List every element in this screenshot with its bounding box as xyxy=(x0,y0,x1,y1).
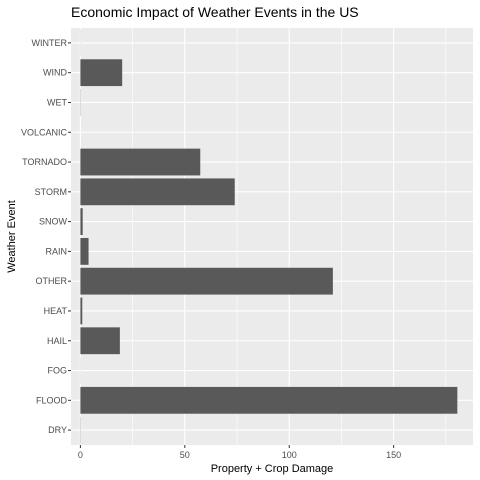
x-axis: 0 50 100 150 xyxy=(78,445,401,460)
y-tick-label-other: OTHER xyxy=(36,276,68,286)
x-tick-label-50: 50 xyxy=(180,450,190,460)
plot-panel xyxy=(71,28,473,445)
y-tick-label-dry: DRY xyxy=(48,425,67,435)
x-tick-label-150: 150 xyxy=(386,450,401,460)
y-axis: DRY FLOOD FOG HAIL HEAT OTHER RAIN SNOW STORM TOR… xyxy=(21,38,71,435)
bar-rain xyxy=(80,237,89,265)
y-tick-label-winter: WINTER xyxy=(32,38,68,48)
x-axis-title: Property + Crop Damage xyxy=(211,463,334,475)
bar-tornado xyxy=(80,148,201,176)
y-tick-label-hail: HAIL xyxy=(47,336,67,346)
y-tick-label-flood: FLOOD xyxy=(36,395,68,405)
y-tick-label-storm: STORM xyxy=(35,187,67,197)
y-tick-label-fog: FOG xyxy=(48,366,68,376)
x-tick-label-0: 0 xyxy=(78,450,83,460)
y-tick-label-volcanic: VOLCANIC xyxy=(21,127,68,137)
y-tick-label-rain: RAIN xyxy=(45,246,67,256)
y-axis-title: Weather Event xyxy=(6,200,18,273)
bar-wind xyxy=(80,59,123,87)
chart-title: Economic Impact of Weather Events in the… xyxy=(71,4,359,20)
bar-hail xyxy=(80,327,120,355)
y-tick-label-heat: HEAT xyxy=(44,306,68,316)
y-tick-label-wind: WIND xyxy=(43,68,67,78)
y-tick-label-wet: WET xyxy=(47,97,67,107)
bars xyxy=(80,29,458,444)
x-tick-label-100: 100 xyxy=(282,450,297,460)
y-tick-label-tornado: TORNADO xyxy=(22,157,67,167)
bar-heat xyxy=(80,297,83,325)
y-tick-label-snow: SNOW xyxy=(39,217,68,227)
bar-flood xyxy=(80,386,458,414)
bar-other xyxy=(80,267,333,295)
bar-snow xyxy=(80,208,83,236)
bar-storm xyxy=(80,178,235,206)
